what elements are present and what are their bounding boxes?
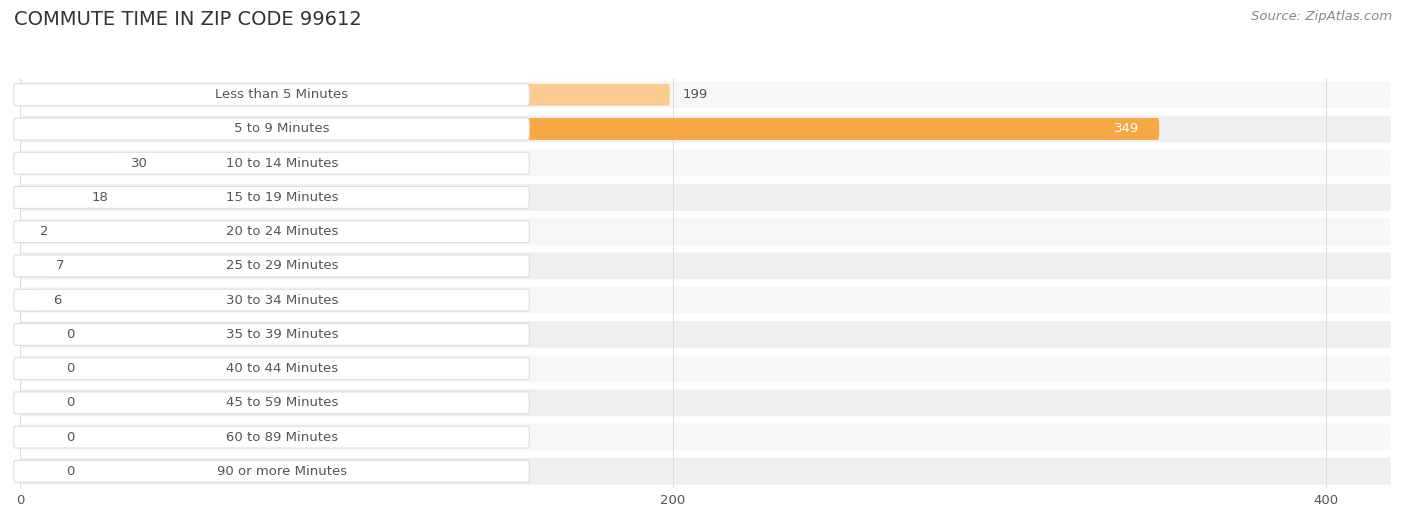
FancyBboxPatch shape xyxy=(20,358,53,379)
FancyBboxPatch shape xyxy=(20,355,1391,382)
Text: 0: 0 xyxy=(66,362,75,375)
FancyBboxPatch shape xyxy=(14,84,529,105)
FancyBboxPatch shape xyxy=(20,152,118,174)
FancyBboxPatch shape xyxy=(20,184,1391,211)
FancyBboxPatch shape xyxy=(14,289,529,311)
Text: 30: 30 xyxy=(131,157,148,170)
FancyBboxPatch shape xyxy=(20,150,1391,176)
Text: 199: 199 xyxy=(683,88,709,101)
Text: 5 to 9 Minutes: 5 to 9 Minutes xyxy=(233,123,329,136)
Text: 6: 6 xyxy=(53,294,62,306)
Text: 90 or more Minutes: 90 or more Minutes xyxy=(217,465,347,478)
FancyBboxPatch shape xyxy=(20,81,1391,108)
Text: 60 to 89 Minutes: 60 to 89 Minutes xyxy=(226,431,337,444)
FancyBboxPatch shape xyxy=(14,392,529,414)
Text: 7: 7 xyxy=(56,259,65,272)
FancyBboxPatch shape xyxy=(20,253,1391,279)
FancyBboxPatch shape xyxy=(14,426,529,448)
Text: 10 to 14 Minutes: 10 to 14 Minutes xyxy=(225,157,337,170)
FancyBboxPatch shape xyxy=(20,255,44,277)
FancyBboxPatch shape xyxy=(20,321,1391,348)
FancyBboxPatch shape xyxy=(14,118,529,140)
Text: 15 to 19 Minutes: 15 to 19 Minutes xyxy=(225,191,337,204)
FancyBboxPatch shape xyxy=(20,424,1391,450)
FancyBboxPatch shape xyxy=(20,460,53,482)
FancyBboxPatch shape xyxy=(20,218,1391,245)
FancyBboxPatch shape xyxy=(20,118,1160,140)
Text: 45 to 59 Minutes: 45 to 59 Minutes xyxy=(225,396,337,409)
FancyBboxPatch shape xyxy=(20,392,53,414)
FancyBboxPatch shape xyxy=(20,186,79,208)
FancyBboxPatch shape xyxy=(14,358,529,379)
Text: Less than 5 Minutes: Less than 5 Minutes xyxy=(215,88,349,101)
Text: 349: 349 xyxy=(1115,123,1140,136)
FancyBboxPatch shape xyxy=(20,287,1391,314)
FancyBboxPatch shape xyxy=(20,221,27,243)
FancyBboxPatch shape xyxy=(20,458,1391,485)
FancyBboxPatch shape xyxy=(20,324,53,346)
Text: Source: ZipAtlas.com: Source: ZipAtlas.com xyxy=(1251,10,1392,23)
FancyBboxPatch shape xyxy=(20,289,39,311)
Text: 35 to 39 Minutes: 35 to 39 Minutes xyxy=(225,328,337,341)
Text: 0: 0 xyxy=(66,465,75,478)
FancyBboxPatch shape xyxy=(14,186,529,208)
FancyBboxPatch shape xyxy=(14,324,529,346)
Text: 25 to 29 Minutes: 25 to 29 Minutes xyxy=(225,259,337,272)
Text: 0: 0 xyxy=(66,396,75,409)
Text: 40 to 44 Minutes: 40 to 44 Minutes xyxy=(226,362,337,375)
FancyBboxPatch shape xyxy=(14,460,529,482)
Text: 18: 18 xyxy=(91,191,108,204)
FancyBboxPatch shape xyxy=(20,426,53,448)
Text: 0: 0 xyxy=(66,328,75,341)
FancyBboxPatch shape xyxy=(14,255,529,277)
FancyBboxPatch shape xyxy=(14,221,529,243)
FancyBboxPatch shape xyxy=(14,152,529,174)
FancyBboxPatch shape xyxy=(20,389,1391,416)
Text: 20 to 24 Minutes: 20 to 24 Minutes xyxy=(225,225,337,238)
Text: 2: 2 xyxy=(39,225,48,238)
FancyBboxPatch shape xyxy=(20,84,669,105)
FancyBboxPatch shape xyxy=(20,116,1391,143)
Text: 0: 0 xyxy=(66,431,75,444)
Text: COMMUTE TIME IN ZIP CODE 99612: COMMUTE TIME IN ZIP CODE 99612 xyxy=(14,10,361,29)
Text: 30 to 34 Minutes: 30 to 34 Minutes xyxy=(225,294,337,306)
